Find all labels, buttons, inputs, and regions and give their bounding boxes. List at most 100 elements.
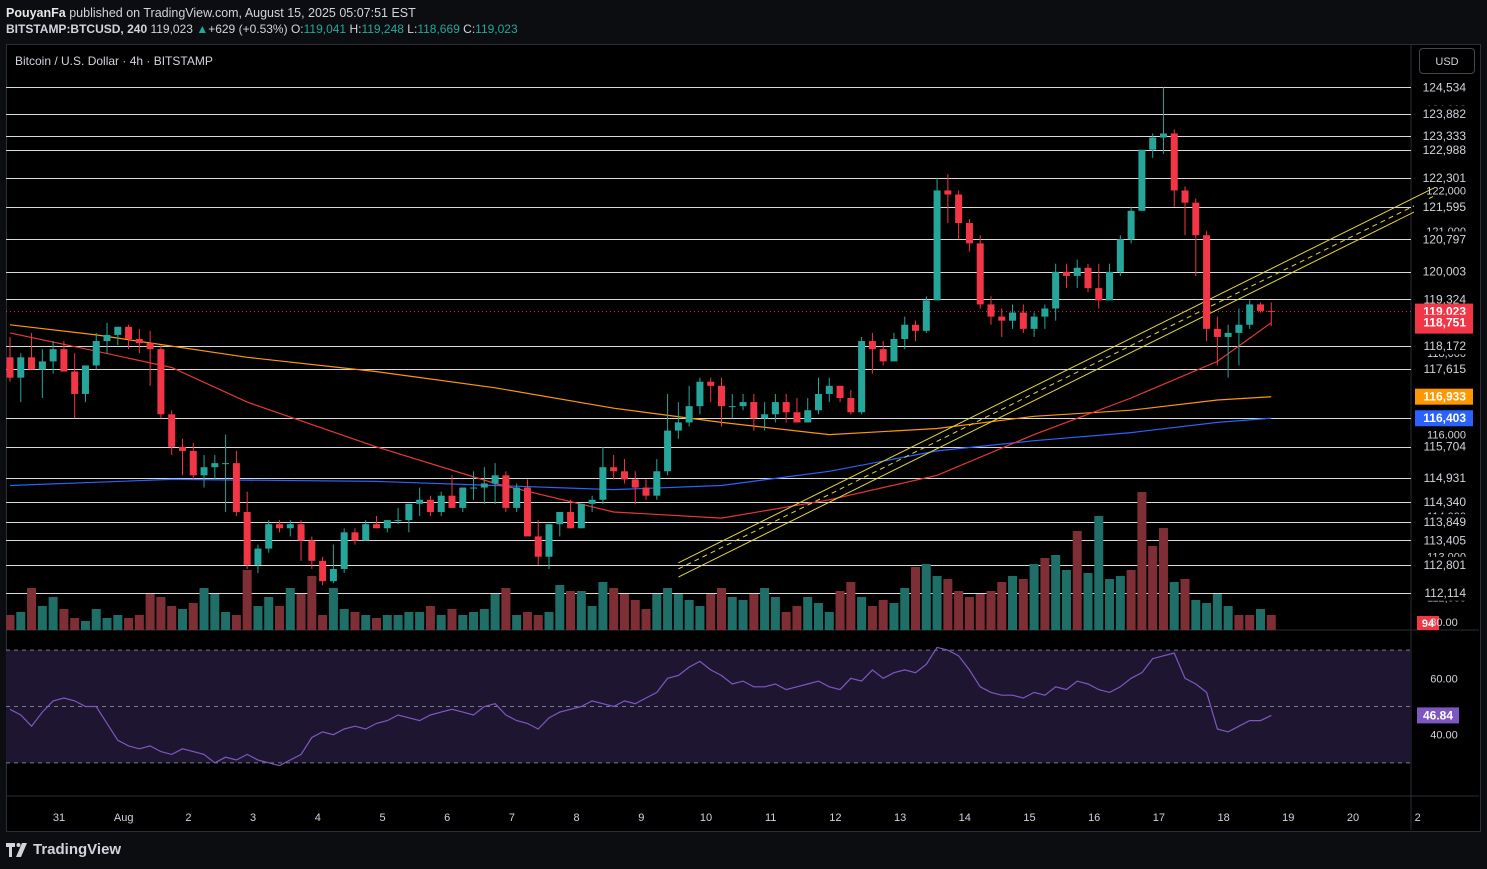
volume-bar (415, 612, 425, 630)
level-label-box (1414, 514, 1471, 531)
level-label: 120,797 (1423, 232, 1467, 246)
volume-bar (275, 606, 284, 630)
volume-bar (70, 618, 80, 630)
candle-body (513, 487, 521, 508)
time-axis-tick-label: 12 (829, 812, 841, 824)
volume-bar (372, 618, 382, 630)
volume-bar (1040, 558, 1050, 630)
candle-body (254, 548, 262, 565)
candle-body (362, 524, 370, 541)
volume-bar (619, 594, 629, 630)
volume-bar (921, 564, 931, 630)
candle (815, 377, 822, 415)
candle (1127, 206, 1135, 244)
candle (1256, 302, 1264, 313)
volume-bar (533, 615, 543, 630)
level-label: 118,172 (1424, 339, 1467, 353)
candle-body (912, 324, 920, 331)
candle-body (6, 357, 14, 378)
level-label-box (1414, 128, 1471, 145)
volume-bar (490, 594, 500, 630)
candle (674, 402, 682, 439)
volume-bar (113, 615, 123, 630)
volume-bar (1266, 615, 1276, 630)
volume-bar (954, 591, 964, 630)
volume-bar (1126, 570, 1136, 630)
candle-body (168, 414, 176, 447)
candle (739, 393, 747, 411)
candle (157, 345, 165, 419)
price-badge (1415, 410, 1473, 427)
candle-body (922, 300, 930, 331)
candle (1052, 263, 1060, 321)
change-value: +629 (+0.53%) (208, 22, 288, 36)
candle (793, 398, 801, 423)
volume-bar (770, 597, 780, 630)
candle-body (49, 349, 57, 362)
channel-line-lower (678, 202, 1434, 578)
volume-bar (264, 597, 274, 630)
candle (631, 471, 639, 504)
candle (534, 520, 542, 565)
candle (750, 393, 758, 431)
volume-bar (16, 612, 26, 630)
candle (297, 520, 305, 561)
candle (717, 377, 725, 427)
volume-bar (296, 594, 306, 630)
candle (351, 528, 359, 545)
candle (1030, 312, 1038, 337)
volume-bar (1083, 573, 1093, 630)
level-label: 115,704 (1424, 440, 1467, 454)
price-axis-tick-label: 116,000 (1427, 430, 1466, 442)
candle (825, 377, 833, 403)
volume-bar (339, 609, 349, 630)
level-label-box (1414, 170, 1471, 187)
candle-body (211, 463, 219, 468)
candle (599, 446, 607, 504)
volume-bar (328, 588, 338, 630)
volume-bar (512, 615, 522, 630)
candle-body (157, 349, 165, 415)
candle (868, 332, 876, 374)
candle-body (1170, 133, 1178, 191)
time-axis-tick-label: 3 (250, 812, 256, 824)
candle-body (1030, 316, 1038, 329)
candle-body (276, 524, 283, 529)
author-name[interactable]: PouyanFa (6, 6, 66, 20)
volume-bar (27, 588, 37, 630)
candle-body (178, 446, 186, 451)
price-badge (1415, 388, 1473, 405)
rsi-value-label: 46.84 (1423, 708, 1453, 722)
last-price: 119,023 (150, 22, 193, 36)
candle (254, 544, 262, 574)
candle-body (1181, 190, 1189, 203)
candle (459, 487, 467, 512)
candle-body (545, 524, 553, 557)
volume-bar (210, 594, 220, 630)
time-axis-tick-label: 15 (1023, 812, 1035, 824)
ema-long-line (9, 417, 1272, 491)
candle-body (1127, 210, 1135, 240)
candle-body (92, 341, 100, 366)
candle (858, 336, 866, 415)
rsi-line (9, 646, 1272, 767)
change-arrow-icon: ▲ (196, 22, 209, 36)
candle-body (243, 511, 251, 565)
level-label-box (1414, 291, 1471, 308)
candle-body (17, 357, 25, 378)
time-axis-tick-label: 7 (509, 812, 515, 824)
candle (523, 479, 531, 537)
candle (804, 398, 812, 423)
candle (92, 332, 100, 370)
candle-body (965, 223, 973, 244)
chart-canvas[interactable]: 125,000124,000122,000121,000120,000119,0… (6, 44, 1481, 832)
currency-button[interactable]: USD (1419, 48, 1475, 74)
candle-body (1019, 312, 1027, 329)
candle-body (685, 406, 693, 423)
candle-body (265, 524, 273, 549)
candle (146, 330, 154, 386)
volume-bar (1105, 579, 1115, 630)
tradingview-logo[interactable]: TradingView (6, 841, 121, 858)
candle (944, 174, 952, 224)
volume-bar (964, 597, 974, 630)
